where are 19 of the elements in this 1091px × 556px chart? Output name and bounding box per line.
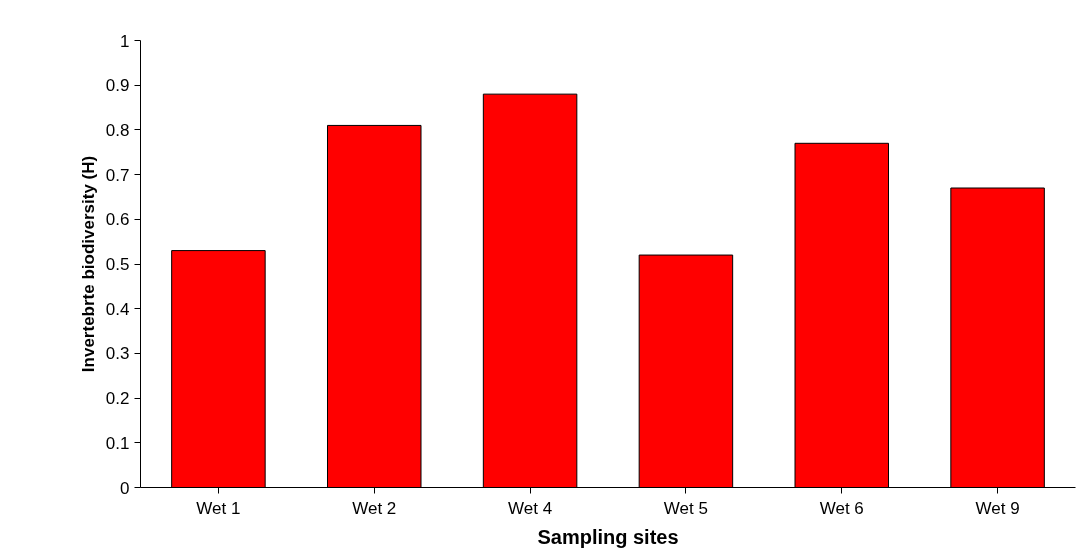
y-tick-label: 0.9 bbox=[105, 76, 130, 96]
x-tick-label: Wet 5 bbox=[663, 498, 708, 518]
x-tick-label: Wet 2 bbox=[352, 498, 397, 518]
x-tick-label: Wet 6 bbox=[819, 498, 864, 518]
x-tick-label: Wet 4 bbox=[508, 498, 553, 518]
y-tick-label: 0 bbox=[120, 478, 130, 498]
x-tick-label: Wet 9 bbox=[975, 498, 1020, 518]
y-tick-label: 0.6 bbox=[105, 210, 130, 230]
y-axis-title: Invertebrte biodiversity (H) bbox=[78, 155, 98, 373]
y-tick-label: 0.7 bbox=[105, 165, 130, 185]
y-tick-label: 1 bbox=[120, 31, 130, 51]
y-tick-label: 0.3 bbox=[105, 344, 130, 364]
y-tick-label: 0.5 bbox=[105, 255, 130, 274]
y-tick-label: 0.8 bbox=[105, 120, 130, 140]
y-tick-label: 0.4 bbox=[105, 299, 130, 319]
x-tick-label: Wet 1 bbox=[196, 498, 241, 518]
y-tick-label: 0.2 bbox=[105, 389, 130, 409]
y-tick-label: 0.1 bbox=[105, 433, 130, 453]
x-axis-title: Sampling sites bbox=[537, 525, 679, 548]
